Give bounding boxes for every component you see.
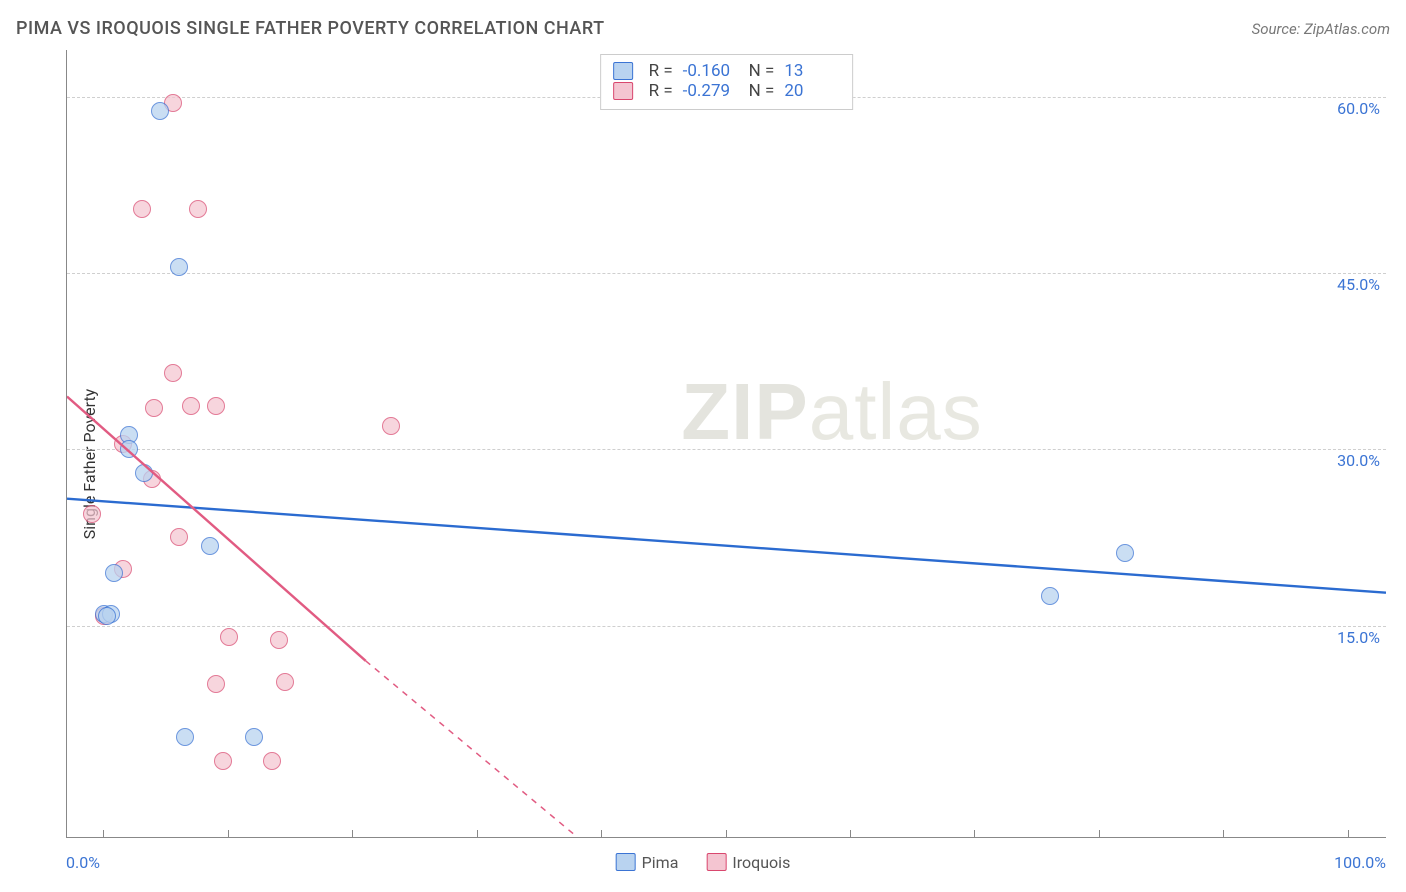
xtick-mark [974, 830, 975, 838]
data-point-iroquois [270, 631, 288, 649]
gridline [67, 273, 1386, 274]
chart-title: PIMA VS IROQUOIS SINGLE FATHER POVERTY C… [16, 18, 605, 39]
xtick-mark [352, 830, 353, 838]
data-point-iroquois [170, 528, 188, 546]
swatch-iroquois [613, 82, 633, 100]
data-point-pima [98, 607, 116, 625]
data-point-pima [1116, 544, 1134, 562]
gridline [67, 626, 1386, 627]
data-point-iroquois [276, 673, 294, 691]
data-point-pima [120, 440, 138, 458]
bottom-legend: Pima Iroquois [616, 853, 791, 872]
data-point-pima [151, 102, 169, 120]
data-point-iroquois [220, 628, 238, 646]
xtick-mark [850, 830, 851, 838]
data-point-iroquois [207, 675, 225, 693]
watermark: ZIPatlas [681, 366, 982, 458]
title-row: PIMA VS IROQUOIS SINGLE FATHER POVERTY C… [16, 18, 1390, 39]
plot-area: ZIPatlas R = -0.160 N = 13 R = -0.279 N … [66, 50, 1386, 838]
xtick-mark [726, 830, 727, 838]
xtick-mark [228, 830, 229, 838]
data-point-iroquois [189, 200, 207, 218]
xtick-mark [103, 830, 104, 838]
data-point-iroquois [164, 364, 182, 382]
data-point-iroquois [263, 752, 281, 770]
data-point-pima [245, 728, 263, 746]
legend-item-pima: Pima [616, 853, 679, 872]
data-point-iroquois [83, 505, 101, 523]
data-point-pima [170, 258, 188, 276]
source-label: Source: ZipAtlas.com [1252, 20, 1390, 38]
gridline [67, 449, 1386, 450]
ytick-label: 15.0% [1337, 628, 1380, 647]
xtick-mark [601, 830, 602, 838]
ytick-label: 60.0% [1337, 99, 1380, 118]
xtick-min: 0.0% [66, 853, 100, 872]
data-point-pima [105, 564, 123, 582]
data-point-pima [201, 537, 219, 555]
data-point-iroquois [133, 200, 151, 218]
data-point-pima [176, 728, 194, 746]
legend-item-iroquois: Iroquois [706, 853, 790, 872]
data-point-iroquois [382, 417, 400, 435]
data-point-iroquois [145, 399, 163, 417]
stats-row-pima: R = -0.160 N = 13 [613, 61, 841, 81]
xtick-mark [1099, 830, 1100, 838]
data-point-pima [135, 464, 153, 482]
ytick-label: 45.0% [1337, 275, 1380, 294]
stats-row-iroquois: R = -0.279 N = 20 [613, 81, 841, 101]
plot-wrap: Single Father Poverty ZIPatlas R = -0.16… [16, 50, 1390, 878]
ytick-label: 30.0% [1337, 451, 1380, 470]
xtick-mark [1348, 830, 1349, 838]
data-point-pima [1041, 587, 1059, 605]
data-point-iroquois [182, 397, 200, 415]
xtick-mark [1223, 830, 1224, 838]
swatch-iroquois [706, 853, 726, 871]
data-point-iroquois [207, 397, 225, 415]
stats-legend: R = -0.160 N = 13 R = -0.279 N = 20 [600, 54, 854, 110]
data-point-iroquois [214, 752, 232, 770]
swatch-pima [616, 853, 636, 871]
chart-container: PIMA VS IROQUOIS SINGLE FATHER POVERTY C… [0, 0, 1406, 892]
xtick-max: 100.0% [1334, 853, 1386, 872]
swatch-pima [613, 62, 633, 80]
xtick-mark [477, 830, 478, 838]
